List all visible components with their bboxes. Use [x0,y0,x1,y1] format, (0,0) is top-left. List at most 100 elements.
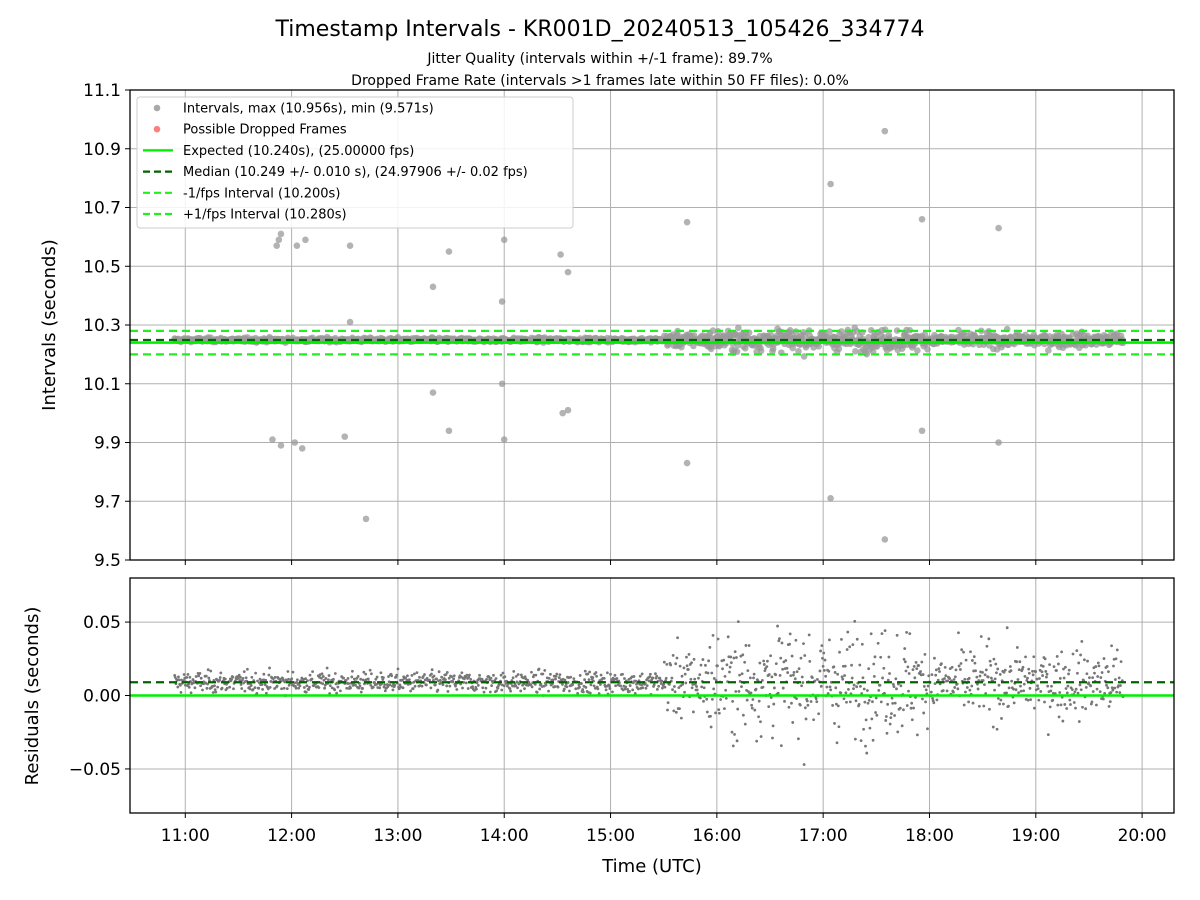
residual-point [954,668,958,672]
residual-point [1012,687,1015,691]
residual-point [721,667,724,671]
residual-point [874,696,878,700]
legend-marker [153,104,161,112]
residual-point [351,669,354,673]
residual-point [1055,655,1059,658]
residual-point [865,689,869,692]
residual-point [921,697,924,701]
intervals-reference-lines [130,329,1174,356]
residual-point [738,673,741,677]
residual-point [1002,670,1006,674]
residual-point [855,685,859,689]
residual-point [285,687,289,691]
interval-outlier-point [445,248,453,255]
intervals-y-tick-label: 10.9 [83,140,121,160]
residual-point [239,675,242,679]
residual-point [674,662,678,666]
residual-point [430,672,433,676]
residual-point [659,682,663,685]
residual-point [914,661,918,664]
interval-outlier-point [298,445,306,452]
residual-point [509,689,512,693]
residual-point [241,676,245,680]
residual-point [663,685,667,689]
residual-point [754,687,758,691]
residual-point [929,690,933,694]
residual-point [1008,665,1012,668]
residual-point [975,675,979,679]
residual-point [393,683,397,687]
residual-point [910,701,914,705]
residual-point [807,633,811,637]
residual-point [1037,698,1041,702]
residual-point [943,677,946,680]
residual-point [874,711,878,714]
residuals-y-tick-label: −0.05 [69,760,121,780]
residual-point [499,673,503,677]
residual-point [822,651,826,655]
interval-outlier-point [683,218,691,226]
residual-point [662,682,666,686]
residual-point [698,673,702,677]
residual-point [238,678,242,682]
residual-point [802,642,805,646]
residual-point [1036,687,1040,691]
residual-point [1119,684,1122,687]
residual-point [176,685,180,689]
residual-point [850,676,854,680]
residual-point [840,675,844,679]
residual-point [205,686,209,690]
residual-point [626,687,630,691]
residual-point [868,726,872,730]
interval-outlier-point [564,268,572,276]
interval-outlier-point [293,242,301,249]
residual-point [207,676,211,680]
residual-point [450,675,454,679]
residual-point [813,679,817,683]
residual-point [645,684,649,688]
residual-point [907,672,911,675]
residual-point [239,683,243,686]
residual-point [237,673,241,677]
residual-point [1074,687,1078,691]
residual-point [953,675,957,679]
residual-point [423,673,426,676]
residual-point [648,675,652,679]
x-tick-label: 19:00 [1011,826,1060,846]
residual-point [555,672,559,676]
x-tick-label: 14:00 [480,826,529,846]
residual-point [605,671,609,675]
residual-point [308,673,312,677]
residual-point [705,697,709,701]
residual-point [724,696,728,700]
residual-point [516,673,520,676]
residual-point [827,669,831,673]
residual-point [1019,689,1023,693]
residual-point [257,686,261,690]
residual-point [438,678,442,682]
residual-point [1093,671,1096,675]
residual-point [333,672,337,675]
residual-point [294,686,298,690]
residual-point [673,690,677,694]
residual-point [988,707,991,711]
residual-point [199,684,202,688]
residual-point [909,706,913,710]
interval-outlier-point [346,242,354,249]
interval-point [801,331,809,338]
residual-point [890,712,893,716]
residual-point [423,678,427,682]
residual-point [765,665,769,669]
residual-point [1086,659,1089,663]
residual-point [369,683,373,687]
residual-point [711,634,715,637]
residual-point [1107,670,1110,674]
residual-point [821,664,825,668]
residual-point [785,666,789,670]
interval-outlier-point [445,427,453,435]
x-tick-label: 20:00 [1118,826,1167,846]
residual-point [1018,660,1022,664]
residual-point [388,683,392,687]
residual-point [731,744,735,748]
residual-point [887,655,891,659]
